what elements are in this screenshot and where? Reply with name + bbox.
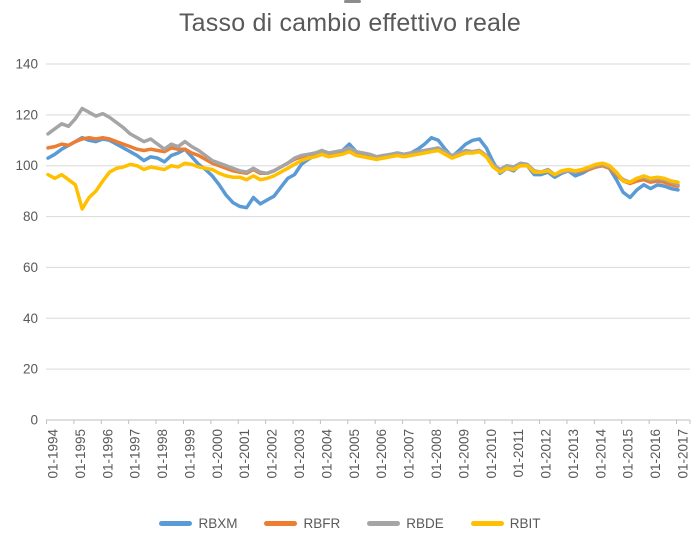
legend-label-rbxm: RBXM — [198, 516, 238, 531]
x-axis-tick-label: 01-1998 — [155, 429, 170, 479]
x-axis-tick-label: 01-2010 — [484, 429, 499, 479]
x-axis-tick-label: 01-2007 — [402, 429, 417, 479]
x-axis-tick-label: 01-1996 — [100, 429, 115, 479]
x-axis-tick-label: 01-1997 — [128, 429, 143, 479]
y-axis-tick-label: 120 — [15, 107, 38, 122]
x-axis-tick-label: 01-2011 — [511, 429, 526, 478]
x-axis-tick-label: 01-2000 — [210, 429, 225, 479]
x-axis-tick-label: 01-2004 — [319, 429, 334, 479]
legend-label-rbit: RBIT — [509, 516, 541, 531]
y-axis-tick-label: 20 — [23, 362, 38, 377]
legend-item-rbfr[interactable]: RBFR — [264, 516, 340, 531]
x-axis-tick-label: 01-2005 — [347, 429, 362, 479]
x-axis-tick-label: 01-1994 — [46, 429, 61, 479]
x-axis-tick-label: 01-2012 — [539, 429, 554, 479]
legend-swatch-rbit — [470, 521, 504, 526]
x-axis-tick-label: 01-1999 — [182, 429, 197, 479]
x-axis-tick-label: 01-2002 — [265, 429, 280, 479]
legend-item-rbde[interactable]: RBDE — [367, 516, 444, 531]
clipped-text-fragment — [344, 0, 361, 3]
legend-swatch-rbde — [367, 521, 401, 526]
legend-label-rbde: RBDE — [406, 516, 444, 531]
x-axis-tick-label: 01-2015 — [621, 429, 636, 479]
legend-item-rbxm[interactable]: RBXM — [159, 516, 237, 531]
y-axis-tick-label: 100 — [15, 158, 38, 173]
x-axis-tick-label: 01-1995 — [73, 429, 88, 479]
y-axis-tick-label: 40 — [23, 311, 38, 326]
legend-swatch-rbfr — [264, 521, 298, 526]
x-axis-tick-label: 01-2017 — [676, 429, 691, 479]
y-axis-tick-label: 140 — [15, 57, 38, 72]
x-axis-tick-label: 01-2009 — [456, 429, 471, 479]
x-axis-tick-label: 01-2008 — [429, 429, 444, 479]
legend-item-rbit[interactable]: RBIT — [470, 516, 541, 531]
y-axis-tick-label: 80 — [23, 209, 38, 224]
x-axis-tick-label: 01-2006 — [374, 429, 389, 479]
y-axis-tick-label: 60 — [23, 260, 38, 275]
x-axis-tick-label: 01-2014 — [593, 429, 608, 479]
series-line-rbfr — [46, 135, 680, 188]
legend-swatch-rbxm — [159, 521, 193, 526]
x-axis-tick-label: 01-2016 — [648, 429, 663, 479]
x-axis-tick-label: 01-2003 — [292, 429, 307, 479]
chart-title: Tasso di cambio effettivo reale — [178, 9, 522, 37]
series-line-rbit — [46, 148, 680, 211]
series-line-rbxm — [46, 135, 680, 210]
y-axis-tick-label: 0 — [30, 413, 38, 428]
x-axis-tick-label: 01-2013 — [566, 429, 581, 479]
legend: RBXM RBFR RBDE RBIT — [0, 516, 700, 531]
x-axis-tick-label: 01-2001 — [237, 429, 252, 479]
legend-label-rbfr: RBFR — [303, 516, 341, 531]
